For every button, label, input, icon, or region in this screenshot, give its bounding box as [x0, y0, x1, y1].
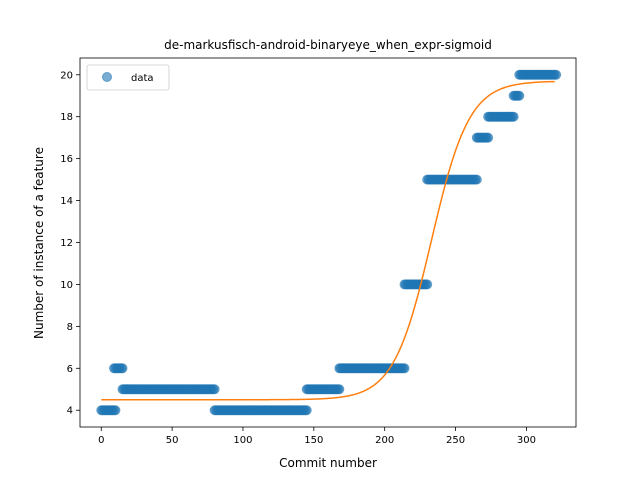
data-point [210, 385, 219, 394]
legend-marker-data [103, 73, 112, 82]
y-tick-label: 10 [60, 280, 73, 291]
data-point [423, 280, 432, 289]
legend-label-data: data [131, 73, 154, 84]
data-point [484, 133, 493, 142]
y-tick-label: 20 [60, 70, 73, 81]
x-axis-label: Commit number [279, 456, 377, 470]
x-tick-label: 250 [446, 435, 465, 446]
data-point [118, 364, 127, 373]
chart-title: de-markusfisch-android-binaryeye_when_ex… [164, 38, 492, 52]
data-point [111, 406, 120, 415]
data-point [335, 385, 344, 394]
data-point [302, 406, 311, 415]
x-tick-label: 0 [98, 435, 104, 446]
x-tick-label: 300 [517, 435, 536, 446]
y-tick-label: 12 [60, 238, 73, 249]
x-tick-label: 150 [304, 435, 323, 446]
y-tick-label: 14 [60, 196, 73, 207]
y-tick-label: 16 [60, 154, 73, 165]
x-tick-label: 100 [233, 435, 252, 446]
y-tick-label: 18 [60, 112, 73, 123]
legend: data [87, 65, 169, 90]
data-point [552, 70, 561, 79]
x-tick-label: 50 [166, 435, 179, 446]
y-axis-label: Number of instance of a feature [32, 147, 46, 339]
data-point [400, 364, 409, 373]
data-point [515, 91, 524, 100]
data-point [509, 112, 518, 121]
data-point [472, 175, 481, 184]
y-tick-label: 4 [67, 406, 73, 417]
legend-box [87, 65, 169, 90]
y-tick-label: 6 [67, 364, 73, 375]
x-tick-label: 200 [375, 435, 394, 446]
y-tick-label: 8 [67, 322, 73, 333]
